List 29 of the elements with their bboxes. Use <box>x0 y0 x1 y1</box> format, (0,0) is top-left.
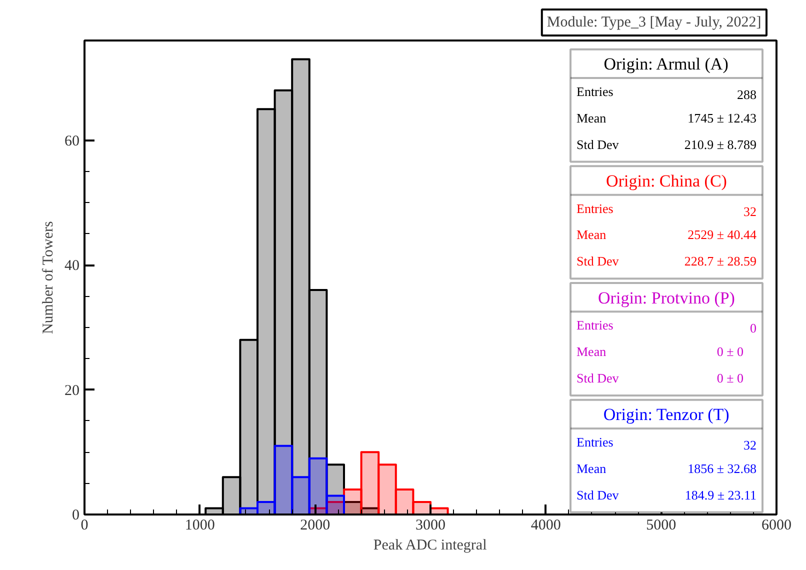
text: Origin: China (C) <box>606 171 727 190</box>
x-tick-label: 4000 <box>530 518 561 534</box>
y-axis-title: Number of Towers <box>40 221 56 334</box>
y-tick-label: 20 <box>64 382 80 399</box>
y-tick-label: 60 <box>64 133 80 150</box>
text: Entries 288 <box>576 84 756 102</box>
text: Entries 0 <box>576 318 756 336</box>
chart-title: Module: Type_3 [May - July, 2022] <box>546 14 762 30</box>
text: Mean 2529 ± 40.44 <box>576 227 757 242</box>
text: Origin: Protvino (P) <box>598 288 735 308</box>
text: Mean 1745 ± 12.43 <box>576 110 757 126</box>
text: Std Dev 210.9 ± 8.789 <box>576 136 757 152</box>
text: Origin: Armul (A) <box>604 54 728 74</box>
text: Mean 1856 ± 32.68 <box>576 460 757 476</box>
text: Entries 32 <box>576 200 756 219</box>
text: Origin: Tenzor (T) <box>603 405 730 424</box>
x-axis-title: Peak ADC integral <box>373 538 487 554</box>
y-tick-label: 0 <box>72 508 80 524</box>
x-tick-label: 2000 <box>300 518 330 534</box>
text: Std Dev 184.9 ± 23.11 <box>576 487 757 502</box>
x-tick-label: 5000 <box>646 518 676 534</box>
x-tick-label: 6000 <box>762 518 792 534</box>
x-tick-label: 1000 <box>184 518 215 534</box>
x-tick-label: 3000 <box>416 518 446 534</box>
text: Entries 32 <box>576 434 756 452</box>
text: Std Dev 228.7 ± 28.59 <box>576 254 757 269</box>
text: Mean 0 ± 0 <box>576 344 744 360</box>
y-tick-label: 40 <box>64 258 80 274</box>
text: Std Dev 0 ± 0 <box>576 370 744 386</box>
